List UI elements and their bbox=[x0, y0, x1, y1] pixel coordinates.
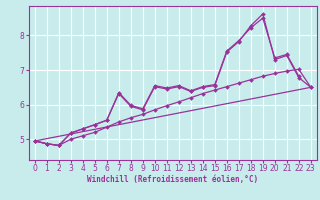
X-axis label: Windchill (Refroidissement éolien,°C): Windchill (Refroidissement éolien,°C) bbox=[87, 175, 258, 184]
